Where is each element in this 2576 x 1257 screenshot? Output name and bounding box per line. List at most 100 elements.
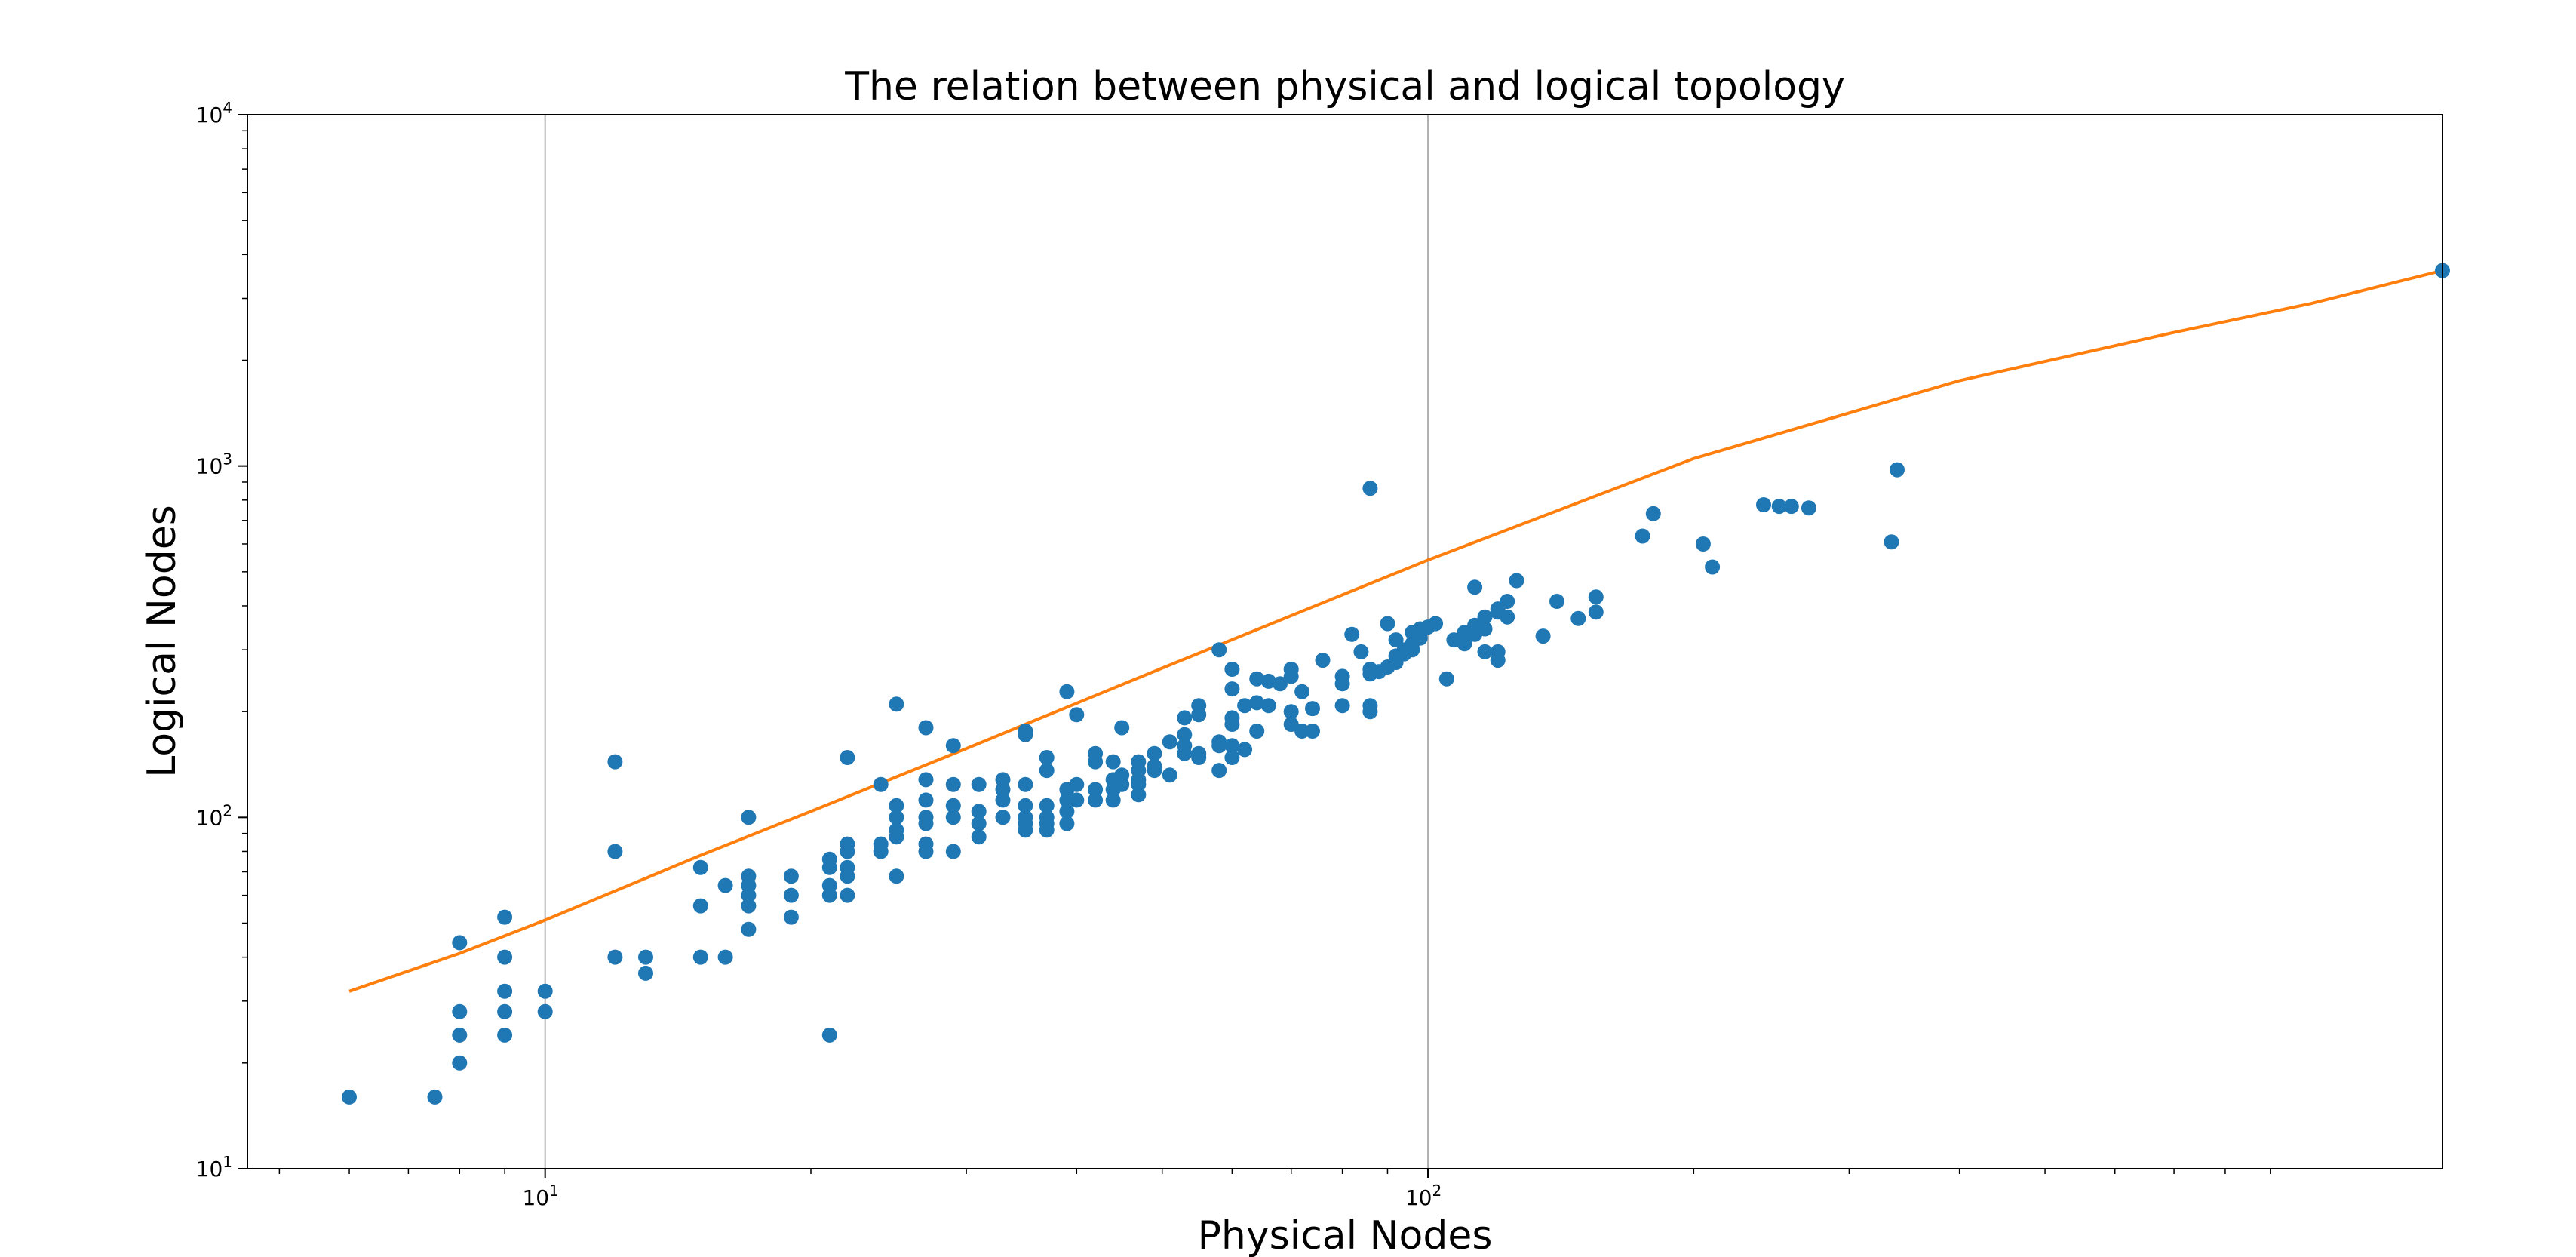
- data-point: [692, 859, 708, 875]
- data-point: [1695, 536, 1711, 552]
- data-point: [1105, 754, 1121, 770]
- data-point: [741, 887, 757, 903]
- data-point: [638, 949, 653, 965]
- data-point: [452, 1027, 468, 1043]
- x-tick-label-exp: 1: [549, 1182, 559, 1200]
- data-point: [1114, 776, 1130, 792]
- data-point: [1059, 684, 1075, 699]
- data-point: [497, 983, 513, 999]
- data-point: [1283, 668, 1299, 684]
- data-point: [1131, 787, 1147, 803]
- data-point: [1588, 589, 1604, 605]
- data-point: [971, 804, 987, 819]
- y-tick-label: 103: [196, 450, 232, 479]
- data-point: [1177, 745, 1193, 761]
- data-point: [1147, 745, 1162, 761]
- data-point: [783, 909, 799, 925]
- data-point: [1890, 462, 1905, 478]
- data-point: [1191, 707, 1207, 723]
- data-point: [1635, 528, 1650, 544]
- data-point: [1147, 763, 1162, 779]
- data-point: [452, 1003, 468, 1019]
- data-point: [945, 810, 961, 825]
- data-point: [1344, 626, 1360, 642]
- data-point: [1334, 676, 1350, 692]
- data-point: [971, 776, 987, 792]
- data-point: [1549, 594, 1564, 609]
- data-point: [741, 810, 757, 825]
- data-point: [1388, 632, 1404, 648]
- data-point: [995, 792, 1011, 808]
- x-tick-label-base: 10: [522, 1185, 549, 1210]
- data-point: [1294, 724, 1310, 739]
- plot-area-frame: [247, 114, 2443, 1169]
- data-point: [821, 887, 837, 903]
- data-point: [1438, 671, 1454, 687]
- data-point: [783, 868, 799, 884]
- data-point: [1705, 559, 1721, 575]
- data-point: [1069, 776, 1085, 792]
- data-point: [1467, 579, 1483, 595]
- data-point: [1412, 630, 1428, 646]
- data-point: [1362, 481, 1378, 496]
- y-tick-label-exp: 1: [223, 1153, 232, 1171]
- data-point: [1477, 609, 1493, 625]
- data-point: [607, 949, 623, 965]
- data-point: [1756, 497, 1771, 512]
- data-point: [1018, 727, 1033, 742]
- data-point: [1211, 642, 1227, 658]
- data-point: [840, 868, 855, 884]
- data-point: [873, 844, 889, 859]
- data-point: [607, 754, 623, 770]
- x-tick-label: 102: [1405, 1182, 1442, 1210]
- data-point: [945, 844, 961, 859]
- y-tick-label-base: 10: [196, 454, 223, 479]
- data-point: [1088, 754, 1104, 770]
- y-tick-label-base: 10: [196, 1157, 223, 1182]
- data-point: [1088, 782, 1104, 798]
- data-point: [638, 965, 653, 981]
- data-point: [1294, 684, 1310, 699]
- data-point: [1039, 822, 1055, 838]
- data-point: [918, 844, 934, 859]
- data-point: [497, 949, 513, 965]
- data-point: [1224, 681, 1240, 697]
- data-point: [1114, 720, 1130, 736]
- x-tick-label-exp: 2: [1432, 1182, 1442, 1200]
- fit-line: [348, 269, 2443, 993]
- fit-line-layer: [348, 269, 2443, 993]
- data-point: [1771, 499, 1787, 515]
- data-point: [497, 1027, 513, 1043]
- data-point: [889, 810, 904, 825]
- data-point: [1428, 616, 1444, 632]
- y-tick-label: 102: [196, 801, 232, 830]
- data-point: [971, 829, 987, 845]
- data-points: [342, 263, 2450, 1105]
- data-point: [1018, 822, 1033, 838]
- data-point: [1177, 727, 1193, 742]
- data-point: [1249, 724, 1265, 739]
- y-tick-label-exp: 2: [223, 801, 232, 819]
- data-point: [1801, 500, 1816, 516]
- data-point: [1162, 767, 1177, 783]
- data-point: [889, 868, 904, 884]
- y-tick-label-exp: 4: [223, 99, 232, 117]
- data-point: [692, 949, 708, 965]
- data-point: [741, 898, 757, 914]
- x-tick-label-base: 10: [1405, 1185, 1432, 1210]
- data-point: [1490, 653, 1506, 668]
- data-point: [918, 772, 934, 788]
- data-point: [741, 921, 757, 937]
- data-point: [1018, 776, 1033, 792]
- data-point: [971, 816, 987, 831]
- data-point: [1477, 621, 1493, 637]
- data-point: [1237, 698, 1253, 714]
- chart-title: The relation between physical and logica…: [844, 64, 1845, 109]
- data-point: [1362, 704, 1378, 720]
- data-point: [1162, 734, 1177, 750]
- data-point: [1211, 763, 1227, 779]
- y-tick-label-base: 10: [196, 805, 223, 830]
- data-point: [995, 810, 1011, 825]
- data-point: [1249, 695, 1265, 711]
